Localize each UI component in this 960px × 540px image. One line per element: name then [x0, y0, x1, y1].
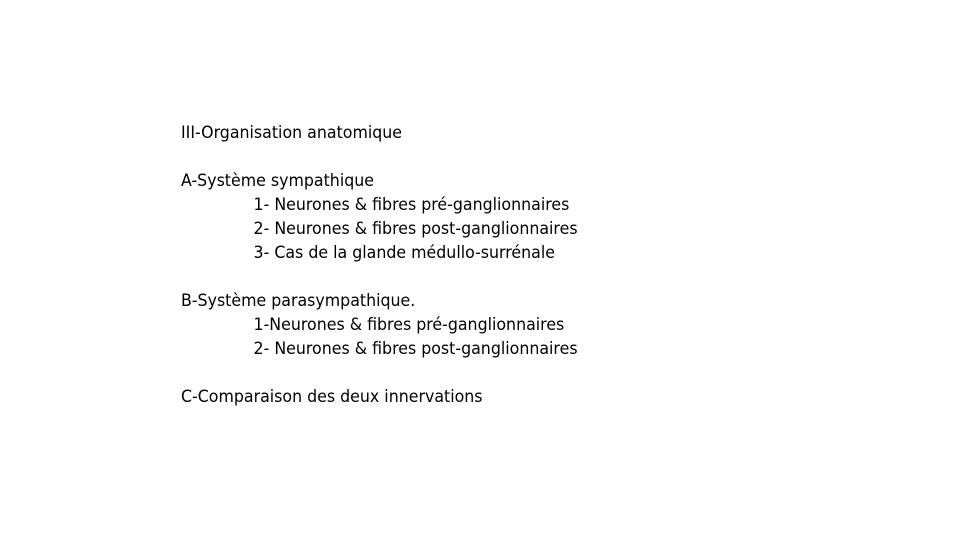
list-item: 1-Neurones & fibres pré-ganglionnaires — [181, 313, 578, 337]
list-item: 2- Neurones & fibres post-ganglionnaires — [181, 337, 578, 361]
section-heading-parasympathique: B-Système parasympathique. — [181, 289, 578, 313]
list-item: 3- Cas de la glande médullo-surrénale — [181, 241, 578, 265]
section-heading-comparaison: C-Comparaison des deux innervations — [181, 385, 578, 409]
spacer — [181, 145, 578, 169]
list-item: 2- Neurones & fibres post-ganglionnaires — [181, 217, 578, 241]
spacer — [181, 361, 578, 385]
slide-content: III-Organisation anatomique A-Système sy… — [181, 121, 578, 409]
slide-title: III-Organisation anatomique — [181, 121, 578, 145]
spacer — [181, 265, 578, 289]
section-heading-sympathique: A-Système sympathique — [181, 169, 578, 193]
list-item: 1- Neurones & fibres pré-ganglionnaires — [181, 193, 578, 217]
